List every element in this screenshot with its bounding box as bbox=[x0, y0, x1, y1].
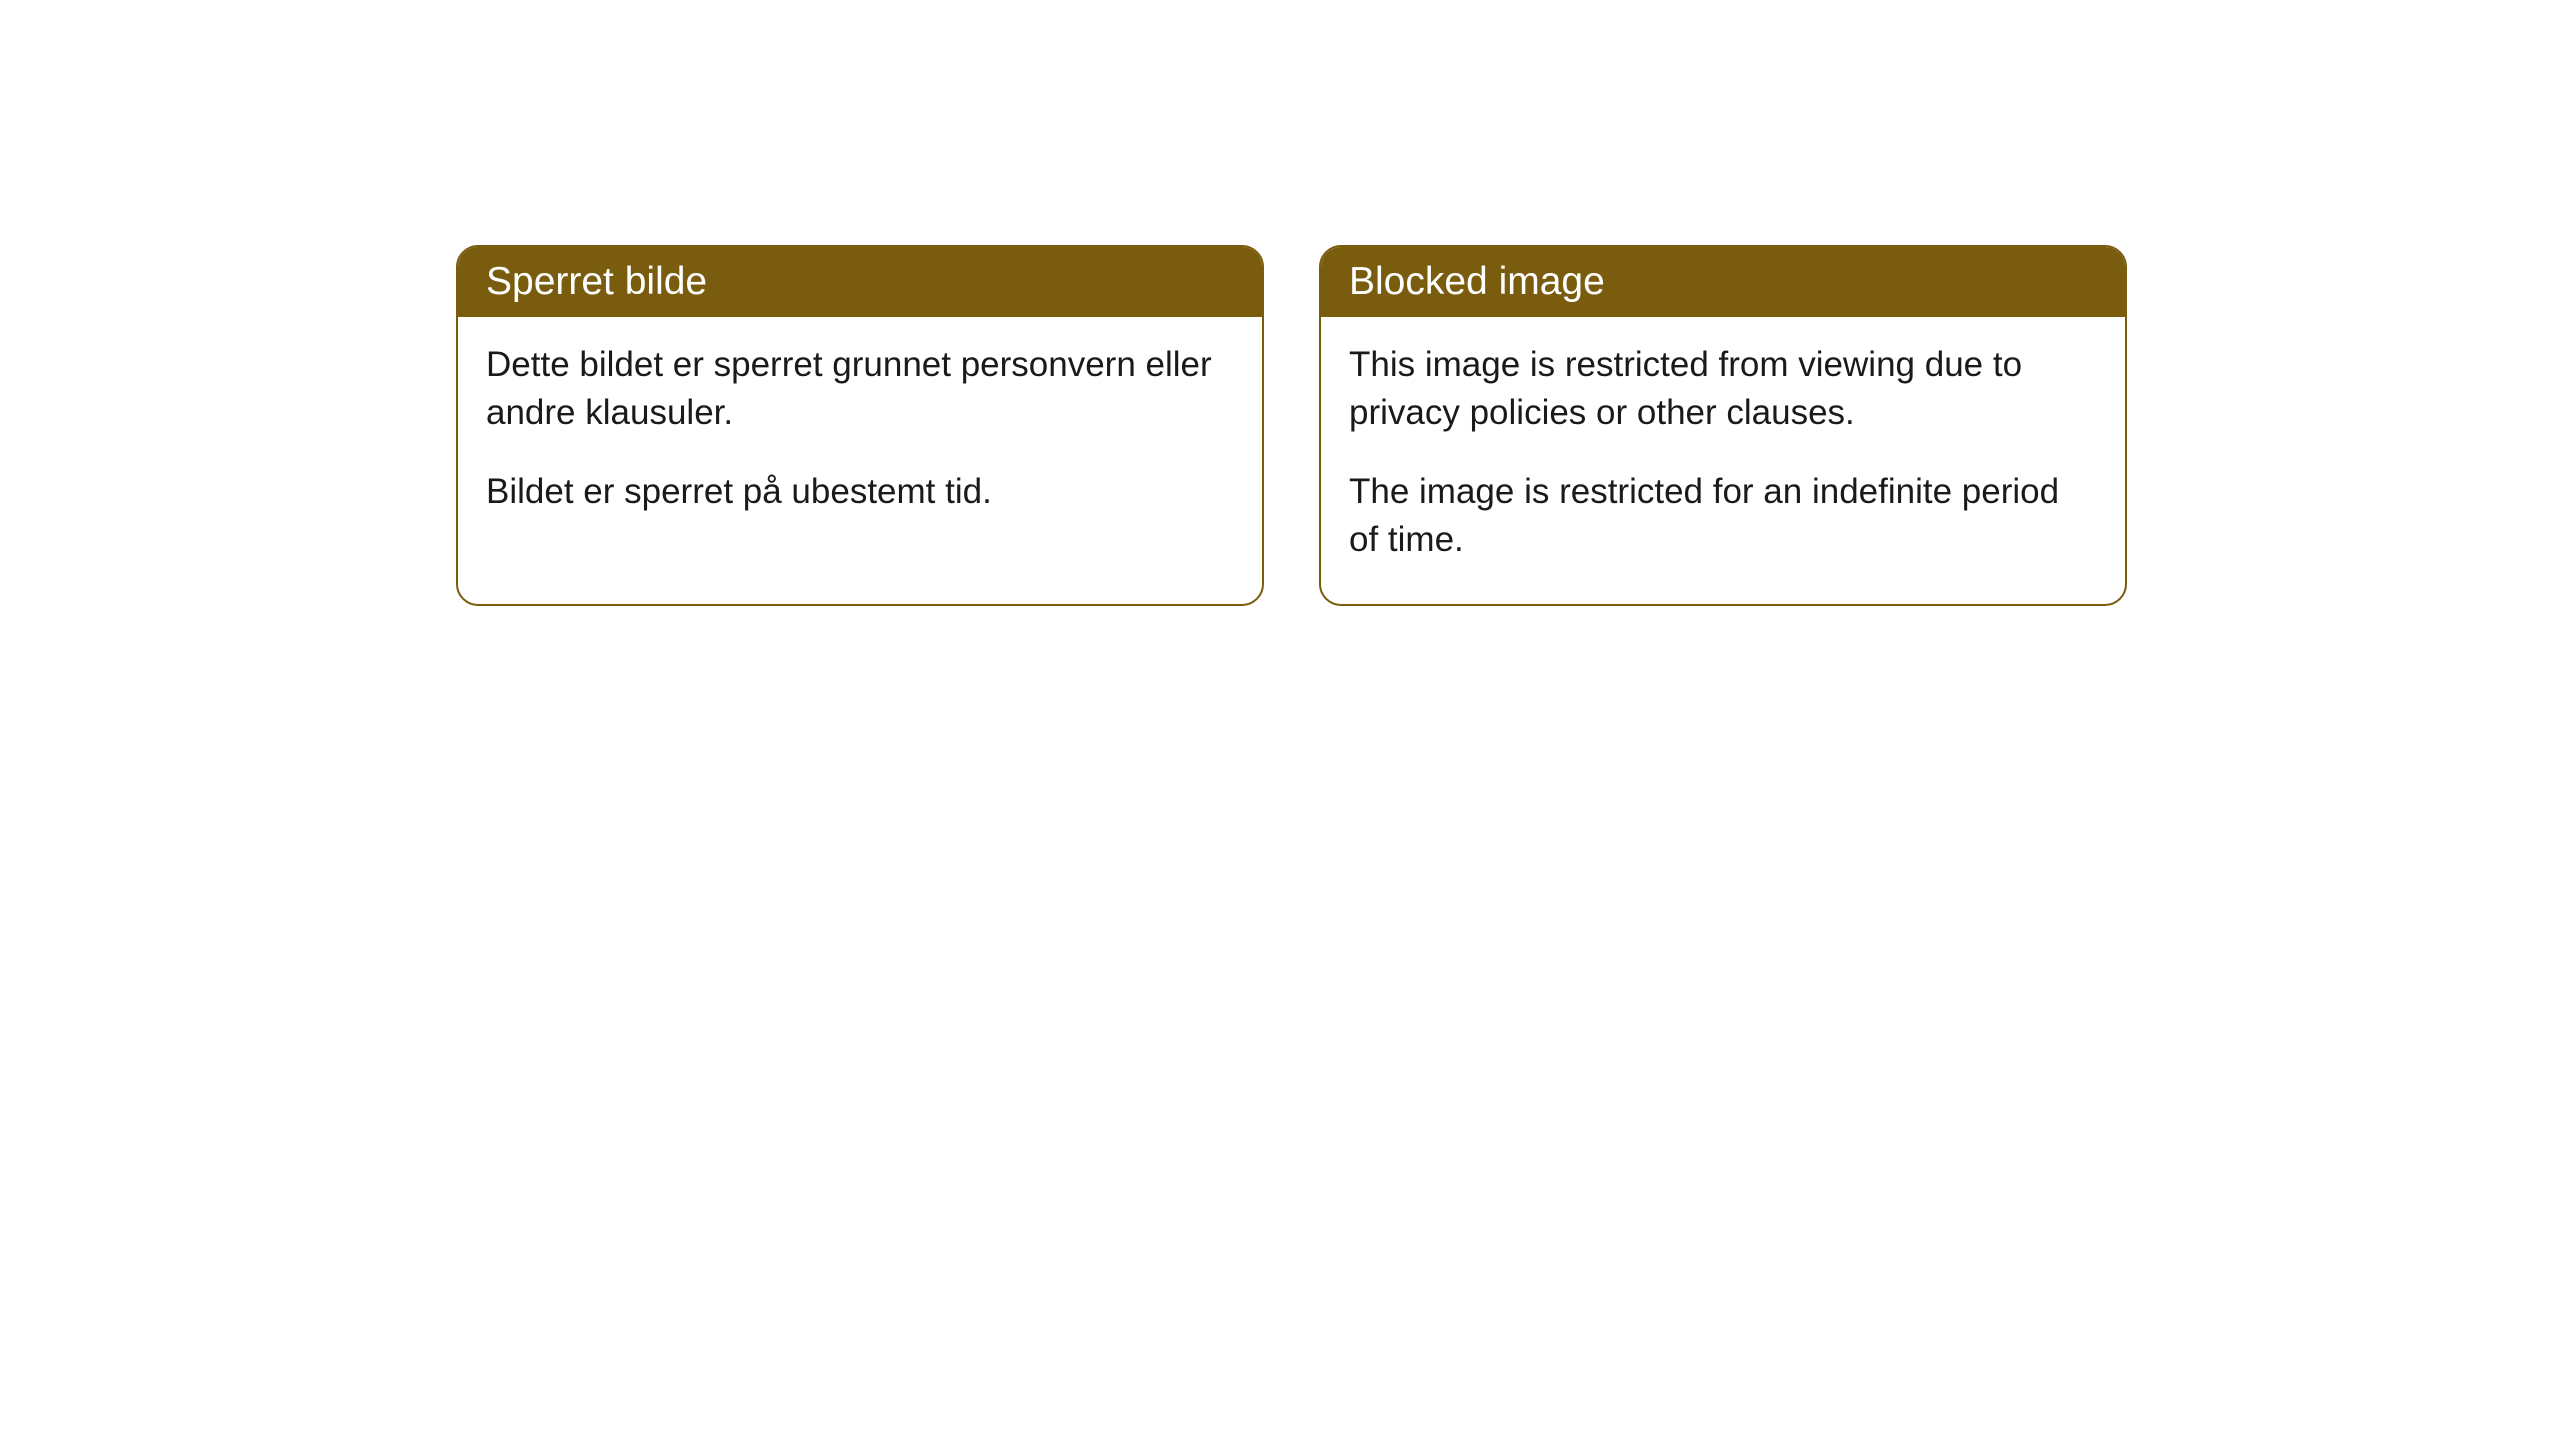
card-paragraph: The image is restricted for an indefinit… bbox=[1349, 468, 2097, 565]
card-paragraph: Dette bildet er sperret grunnet personve… bbox=[486, 341, 1234, 438]
card-paragraph: Bildet er sperret på ubestemt tid. bbox=[486, 468, 1234, 516]
card-header: Sperret bilde bbox=[458, 247, 1262, 317]
card-norwegian: Sperret bilde Dette bildet er sperret gr… bbox=[456, 245, 1264, 606]
card-paragraph: This image is restricted from viewing du… bbox=[1349, 341, 2097, 438]
cards-container: Sperret bilde Dette bildet er sperret gr… bbox=[456, 245, 2560, 606]
card-english: Blocked image This image is restricted f… bbox=[1319, 245, 2127, 606]
card-body: Dette bildet er sperret grunnet personve… bbox=[458, 317, 1262, 556]
card-title: Sperret bilde bbox=[486, 260, 707, 303]
card-header: Blocked image bbox=[1321, 247, 2125, 317]
card-body: This image is restricted from viewing du… bbox=[1321, 317, 2125, 604]
card-title: Blocked image bbox=[1349, 260, 1605, 303]
